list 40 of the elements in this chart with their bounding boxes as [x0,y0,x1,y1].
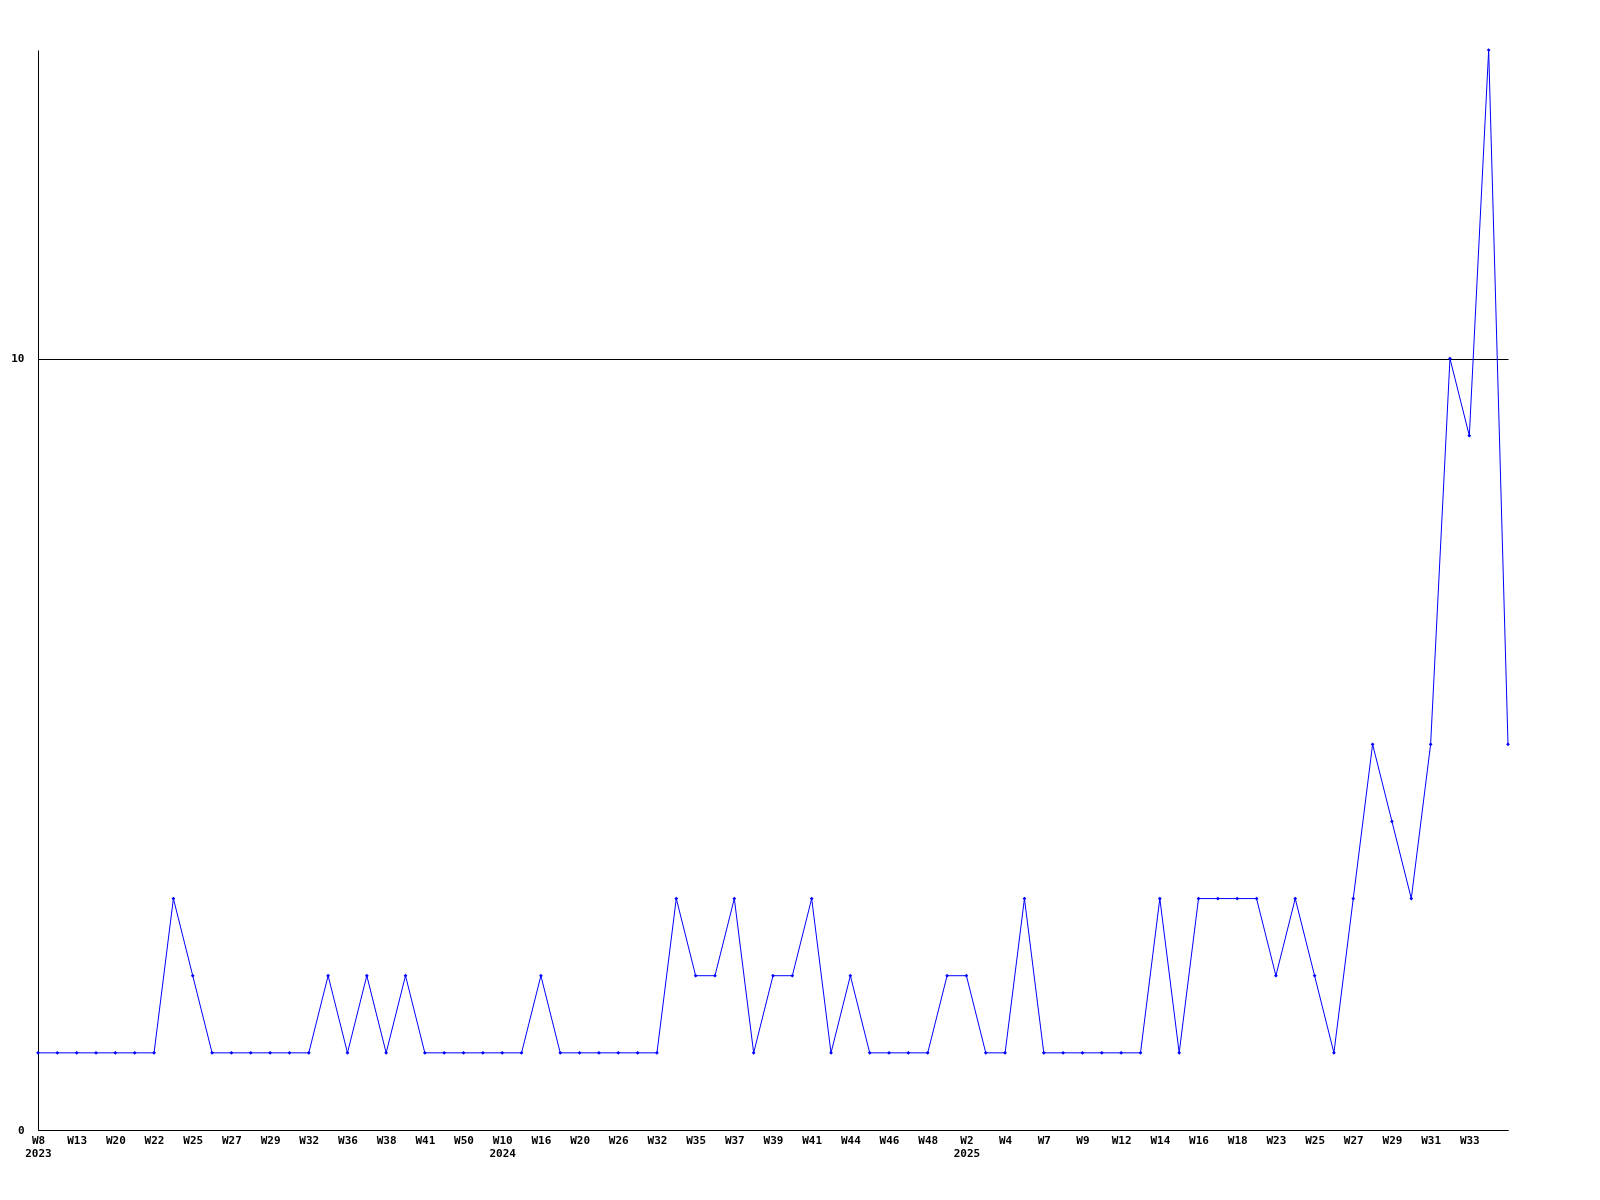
x-tick-label: W29 [260,1133,281,1147]
x-tick-label: W29 [1382,1133,1403,1147]
x-tick-label: W37 [724,1133,745,1147]
x-tick-label: W48 [918,1133,939,1147]
x-tick-label: W38 [376,1133,397,1147]
x-tick-label: W20 [105,1133,126,1147]
y-tick-label: 0 [17,1123,25,1137]
x-tick-label: W32 [299,1133,320,1147]
x-tick-label: W4 [998,1133,1013,1147]
x-tick-label: W32 [647,1133,668,1147]
x-tick-label: W9 [1076,1133,1090,1147]
x-tick-label: W27 [221,1133,242,1147]
x-tick-label: W13 [67,1133,88,1147]
x-tick-label: W25 [183,1133,204,1147]
x-tick-label: W44 [840,1133,862,1147]
x-tick-label: W26 [608,1133,630,1147]
x-tick-label: W33 [1459,1133,1480,1147]
x-tick-label: W18 [1227,1133,1248,1147]
x-tick-label: W46 [879,1133,900,1147]
x-tick-label: W2 2025 [953,1133,981,1160]
x-tick-label: W23 [1266,1133,1287,1147]
x-tick-label: W25 [1305,1133,1326,1147]
x-tick-label: W7 [1037,1133,1051,1147]
x-tick-label: W14 [1150,1133,1171,1147]
x-tick-label: W20 [570,1133,591,1147]
y-tick-label: 10 [11,352,25,366]
x-tick-label: W50 [454,1133,474,1147]
x-tick-label: W27 [1343,1133,1364,1147]
x-tick-label: W10 2024 [489,1133,517,1160]
x-tick-label: W35 [686,1133,707,1147]
x-tick-label: W12 [1111,1133,1132,1147]
x-tick-label: W16 [1189,1133,1210,1147]
x-tick-label: W39 [763,1133,784,1147]
x-tick-label: W36 [338,1133,359,1147]
x-tick-label: W8 2023 [25,1133,52,1160]
x-tick-label: W31 [1421,1133,1442,1147]
x-tick-label: W41 [802,1133,823,1147]
x-tick-label: W41 [415,1133,436,1147]
x-tick-label: W22 [144,1133,165,1147]
x-tick-label: W16 [531,1133,552,1147]
